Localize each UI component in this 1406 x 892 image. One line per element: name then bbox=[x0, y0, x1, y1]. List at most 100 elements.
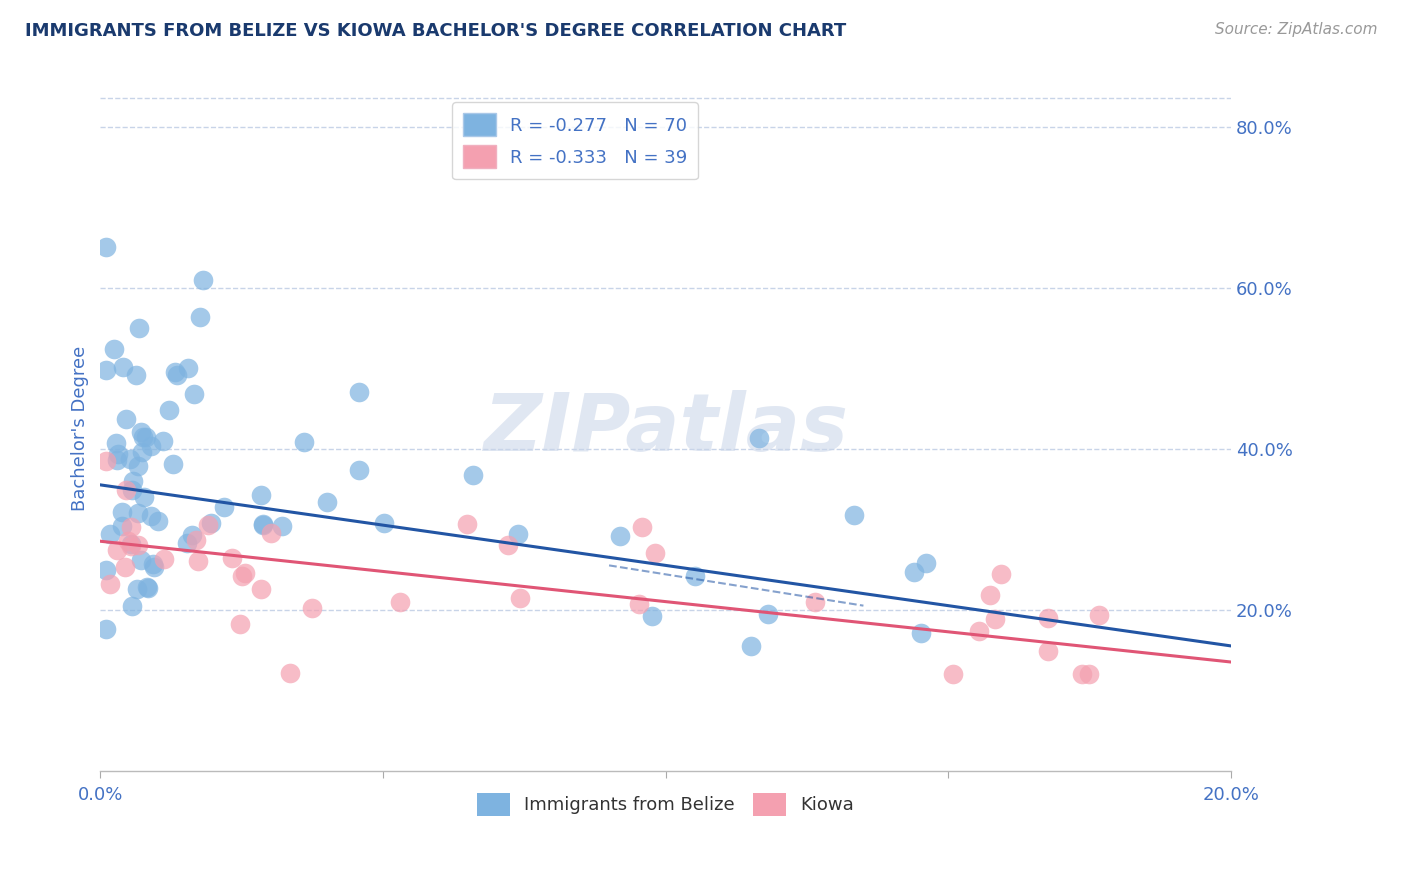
Point bbox=[110, 505, 132, 519]
Point bbox=[496, 538, 519, 552]
Point bbox=[1070, 667, 1092, 681]
Point bbox=[128, 321, 150, 335]
Point bbox=[271, 519, 294, 533]
Point bbox=[250, 488, 273, 502]
Point bbox=[644, 546, 666, 560]
Point bbox=[508, 527, 530, 541]
Point bbox=[252, 518, 274, 533]
Point bbox=[117, 533, 139, 548]
Text: IMMIGRANTS FROM BELIZE VS KIOWA BACHELOR'S DEGREE CORRELATION CHART: IMMIGRANTS FROM BELIZE VS KIOWA BACHELOR… bbox=[25, 22, 846, 40]
Point bbox=[122, 474, 145, 488]
Point bbox=[114, 560, 136, 574]
Point bbox=[191, 272, 214, 286]
Point bbox=[990, 566, 1012, 581]
Point bbox=[233, 566, 256, 580]
Point bbox=[121, 599, 143, 613]
Point bbox=[292, 434, 315, 449]
Point bbox=[134, 490, 156, 504]
Point bbox=[127, 459, 149, 474]
Point bbox=[641, 608, 664, 623]
Point bbox=[186, 533, 208, 548]
Point bbox=[103, 342, 125, 356]
Y-axis label: Bachelor's Degree: Bachelor's Degree bbox=[72, 346, 89, 511]
Point bbox=[125, 368, 148, 383]
Point bbox=[280, 665, 302, 680]
Point bbox=[120, 536, 142, 550]
Point bbox=[1036, 611, 1059, 625]
Point bbox=[142, 557, 165, 571]
Point bbox=[143, 560, 166, 574]
Point bbox=[118, 452, 141, 467]
Point bbox=[842, 508, 865, 522]
Point bbox=[94, 622, 117, 636]
Point bbox=[942, 667, 965, 681]
Point bbox=[373, 516, 395, 531]
Point bbox=[176, 361, 198, 376]
Point bbox=[1078, 667, 1101, 681]
Point bbox=[316, 495, 339, 509]
Point bbox=[197, 517, 219, 532]
Point bbox=[627, 597, 650, 611]
Point bbox=[152, 434, 174, 448]
Point bbox=[139, 440, 162, 454]
Point bbox=[212, 500, 235, 514]
Point bbox=[146, 514, 169, 528]
Point bbox=[165, 366, 187, 380]
Point bbox=[127, 507, 149, 521]
Point bbox=[157, 402, 180, 417]
Point bbox=[120, 540, 142, 554]
Point bbox=[181, 528, 204, 542]
Point bbox=[349, 463, 371, 477]
Point bbox=[200, 516, 222, 531]
Point bbox=[259, 526, 281, 541]
Point bbox=[176, 536, 198, 550]
Point bbox=[94, 240, 117, 254]
Point bbox=[131, 444, 153, 458]
Point bbox=[100, 577, 122, 591]
Point bbox=[983, 612, 1005, 626]
Point bbox=[162, 457, 184, 471]
Point bbox=[461, 468, 484, 483]
Point bbox=[1038, 644, 1060, 658]
Point bbox=[979, 588, 1001, 602]
Text: Source: ZipAtlas.com: Source: ZipAtlas.com bbox=[1215, 22, 1378, 37]
Point bbox=[105, 453, 128, 467]
Point bbox=[107, 447, 129, 461]
Point bbox=[105, 542, 128, 557]
Text: ZIPatlas: ZIPatlas bbox=[484, 390, 848, 467]
Point bbox=[125, 582, 148, 597]
Point bbox=[630, 520, 652, 534]
Point bbox=[804, 595, 827, 609]
Point bbox=[94, 363, 117, 377]
Point bbox=[120, 520, 142, 534]
Legend: Immigrants from Belize, Kiowa: Immigrants from Belize, Kiowa bbox=[470, 786, 860, 823]
Point bbox=[509, 591, 531, 606]
Point bbox=[683, 568, 706, 582]
Point bbox=[221, 550, 243, 565]
Point bbox=[127, 538, 149, 552]
Point bbox=[740, 639, 762, 653]
Point bbox=[249, 582, 271, 596]
Point bbox=[139, 509, 162, 524]
Point bbox=[153, 552, 176, 566]
Point bbox=[112, 360, 135, 375]
Point bbox=[347, 385, 370, 400]
Point bbox=[94, 563, 117, 577]
Point bbox=[748, 431, 770, 445]
Point bbox=[104, 436, 127, 450]
Point bbox=[166, 368, 188, 383]
Point bbox=[456, 517, 478, 532]
Point bbox=[132, 430, 155, 444]
Point bbox=[187, 554, 209, 568]
Point bbox=[129, 425, 152, 439]
Point bbox=[910, 626, 932, 640]
Point bbox=[229, 616, 252, 631]
Point bbox=[98, 526, 121, 541]
Point bbox=[1087, 608, 1109, 623]
Point bbox=[121, 483, 143, 498]
Point bbox=[115, 483, 138, 497]
Point bbox=[129, 553, 152, 567]
Point bbox=[136, 581, 159, 595]
Point bbox=[135, 430, 157, 444]
Point bbox=[609, 529, 631, 543]
